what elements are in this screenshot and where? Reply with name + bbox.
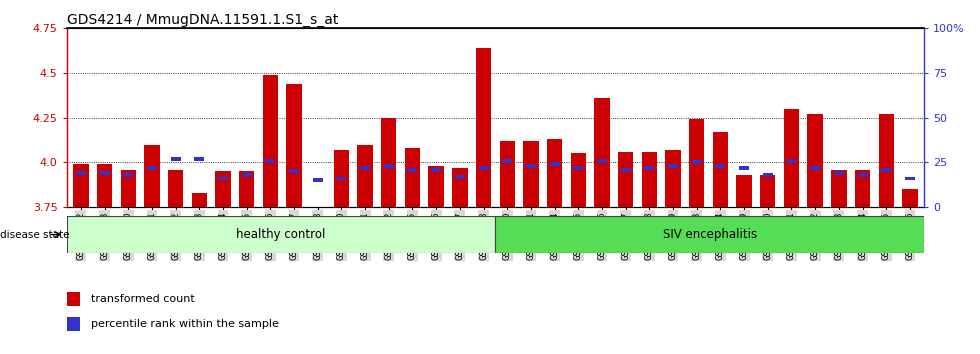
Bar bbox=[121, 170, 136, 207]
Bar bbox=[144, 144, 160, 207]
Bar bbox=[689, 120, 705, 207]
Bar bbox=[668, 164, 678, 168]
Bar bbox=[171, 157, 180, 161]
Bar bbox=[216, 171, 230, 207]
Bar bbox=[762, 173, 773, 177]
Bar bbox=[168, 170, 183, 207]
Bar bbox=[358, 144, 372, 207]
Bar bbox=[239, 171, 255, 207]
Bar bbox=[313, 178, 322, 182]
Bar bbox=[502, 159, 513, 162]
Bar bbox=[431, 167, 441, 172]
Bar bbox=[831, 170, 847, 207]
Text: disease state: disease state bbox=[0, 229, 70, 240]
Bar bbox=[858, 173, 867, 177]
Bar bbox=[878, 114, 894, 207]
Bar bbox=[645, 166, 655, 170]
Bar bbox=[810, 166, 820, 170]
Bar bbox=[618, 152, 633, 207]
Bar bbox=[218, 177, 228, 181]
Bar bbox=[75, 171, 86, 175]
Bar bbox=[712, 132, 728, 207]
Bar bbox=[526, 164, 536, 168]
Bar bbox=[692, 160, 702, 164]
Bar bbox=[452, 168, 467, 207]
Bar bbox=[594, 98, 610, 207]
Bar bbox=[147, 166, 157, 170]
Text: GDS4214 / MmugDNA.11591.1.S1_s_at: GDS4214 / MmugDNA.11591.1.S1_s_at bbox=[67, 13, 338, 27]
Bar bbox=[100, 171, 110, 175]
Bar bbox=[455, 175, 465, 179]
Bar bbox=[523, 141, 539, 207]
Bar bbox=[289, 169, 299, 173]
Bar bbox=[478, 166, 489, 170]
Bar bbox=[74, 164, 88, 207]
Bar bbox=[242, 173, 252, 177]
Bar bbox=[310, 207, 325, 225]
Bar bbox=[620, 167, 631, 172]
Bar bbox=[266, 159, 275, 162]
Text: SIV encephalitis: SIV encephalitis bbox=[662, 228, 757, 241]
Bar bbox=[67, 317, 80, 331]
Bar bbox=[903, 189, 917, 207]
Bar bbox=[123, 173, 133, 177]
Bar bbox=[739, 166, 749, 170]
Bar bbox=[665, 150, 681, 207]
Bar bbox=[547, 139, 563, 207]
Bar bbox=[428, 166, 444, 207]
Text: transformed count: transformed count bbox=[91, 294, 195, 304]
Bar bbox=[784, 109, 799, 207]
Bar bbox=[834, 171, 844, 175]
Bar bbox=[715, 164, 725, 168]
Bar bbox=[760, 175, 775, 207]
Bar bbox=[905, 177, 915, 181]
Bar bbox=[476, 48, 491, 207]
Bar bbox=[881, 167, 891, 172]
Bar bbox=[381, 118, 397, 207]
Bar bbox=[194, 157, 204, 161]
Bar bbox=[67, 292, 80, 306]
Bar bbox=[597, 159, 607, 162]
Bar bbox=[736, 175, 752, 207]
Bar bbox=[336, 177, 346, 181]
Bar bbox=[97, 164, 113, 207]
Text: percentile rank within the sample: percentile rank within the sample bbox=[91, 319, 279, 329]
Bar bbox=[334, 150, 349, 207]
Bar bbox=[500, 141, 514, 207]
Bar bbox=[405, 148, 420, 207]
Bar bbox=[286, 84, 302, 207]
Bar bbox=[496, 216, 924, 253]
Bar bbox=[642, 152, 657, 207]
Bar bbox=[787, 159, 797, 162]
Bar bbox=[408, 167, 417, 172]
Bar bbox=[360, 166, 370, 170]
Bar bbox=[263, 75, 278, 207]
Text: healthy control: healthy control bbox=[236, 228, 325, 241]
Bar bbox=[808, 114, 823, 207]
Bar bbox=[573, 166, 583, 170]
Bar bbox=[570, 154, 586, 207]
Bar bbox=[192, 193, 207, 207]
Bar bbox=[550, 162, 560, 166]
Bar bbox=[855, 170, 870, 207]
Bar bbox=[67, 216, 496, 253]
Bar bbox=[384, 164, 394, 168]
